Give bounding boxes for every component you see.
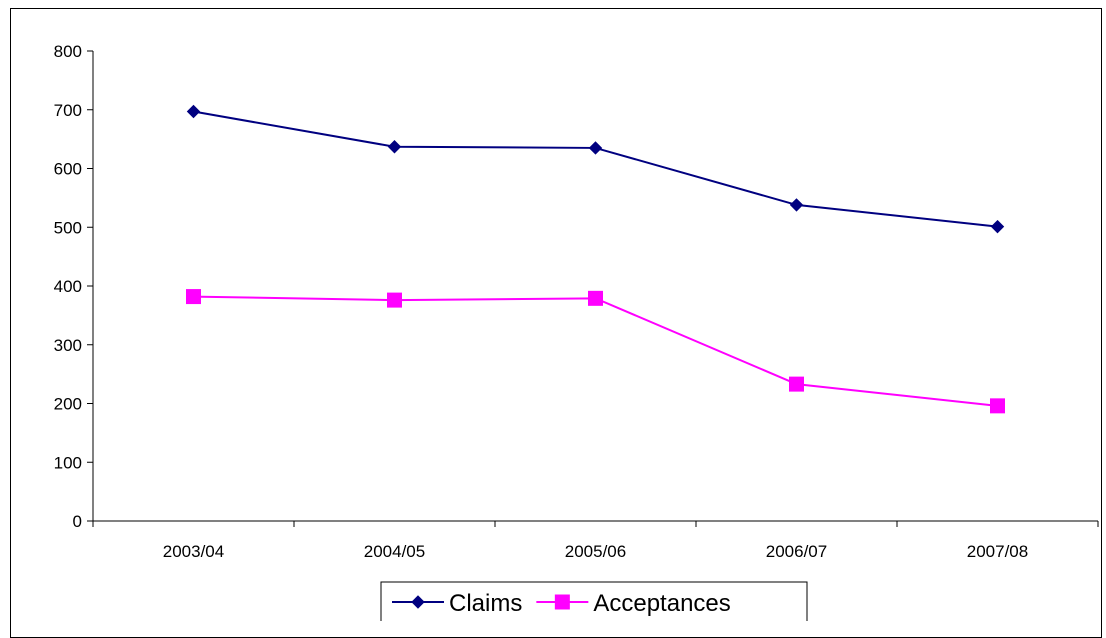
y-tick-label: 700 [54,101,82,120]
x-tick-label: 2005/06 [565,542,626,561]
legend-label-acceptances: Acceptances [593,590,730,617]
y-tick-label: 200 [54,395,82,414]
data-point-claims [186,104,201,119]
data-point-acceptances [186,289,201,305]
data-point-acceptances [588,290,603,306]
x-tick-label: 2003/04 [163,542,224,561]
x-tick-label: 2006/07 [766,542,827,561]
data-point-claims [990,219,1005,234]
x-tick-label: 2007/08 [967,542,1028,561]
series-layer [186,104,1005,414]
y-tick-label: 800 [54,42,82,61]
data-point-acceptances [387,292,402,308]
data-point-acceptances [789,376,804,392]
y-tick-label: 500 [54,218,82,237]
data-point-acceptances [990,398,1005,414]
y-tick-label: 100 [54,453,82,472]
series-line-acceptances [193,295,998,407]
axes: 0 100 200 300 400 500 600 700 800 2003/04 2004/05 2… [54,42,1099,561]
series-claims [186,104,1005,234]
data-point-claims [387,140,402,154]
series-acceptances [186,289,1005,414]
y-tick-label: 400 [54,277,82,296]
legend-marker-claims [411,595,425,609]
y-tick-label: 600 [54,160,82,179]
series-line-claims [193,110,998,228]
data-point-claims [789,198,804,212]
x-tick-label: 2004/05 [364,542,425,561]
legend-box [380,581,808,621]
data-point-claims [588,141,603,155]
line-chart: 0 100 200 300 400 500 600 700 800 2003/04 2004/05 2… [54,42,1099,621]
legend-marker-acceptances [554,594,570,610]
y-tick-label: 300 [54,336,82,355]
legend: Claims Acceptances [380,581,808,621]
y-tick-label: 0 [73,512,82,531]
legend-label-claims: Claims [449,590,522,617]
